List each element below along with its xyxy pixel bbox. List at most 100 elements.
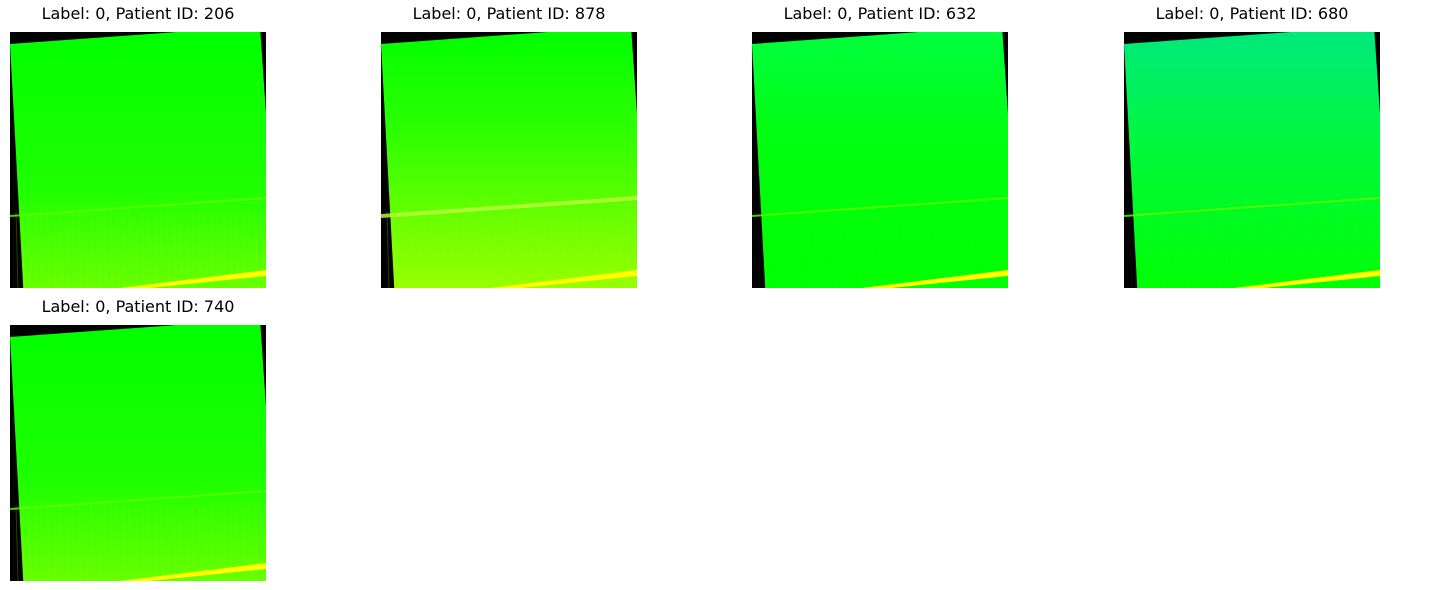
streak	[499, 211, 503, 288]
streak	[91, 504, 95, 581]
streak	[1173, 211, 1177, 288]
streak	[65, 504, 69, 581]
yellow-edge	[120, 270, 266, 288]
horizontal-band	[10, 197, 266, 217]
streak	[198, 211, 202, 288]
streak	[179, 211, 183, 288]
streak	[1167, 211, 1171, 288]
streak	[864, 211, 868, 288]
streak	[1274, 211, 1278, 288]
streak	[1211, 211, 1215, 288]
streak	[135, 211, 139, 288]
streak	[78, 504, 82, 581]
streak	[386, 211, 390, 288]
streak	[462, 211, 466, 288]
streak	[160, 504, 164, 581]
streak	[927, 211, 931, 288]
streak	[858, 211, 862, 288]
streak	[436, 211, 440, 288]
streak	[506, 211, 510, 288]
panel-title: Label: 0, Patient ID: 878	[412, 4, 606, 23]
spectrogram-svg	[10, 325, 266, 581]
horizontal-band	[1124, 197, 1380, 217]
streak	[1148, 211, 1152, 288]
streak	[47, 211, 50, 288]
streak	[21, 211, 25, 288]
streak	[814, 211, 818, 288]
streak	[1255, 211, 1259, 288]
streak	[556, 211, 560, 288]
streak	[392, 211, 396, 288]
streak	[575, 211, 579, 288]
panel-title: Label: 0, Patient ID: 680	[1155, 4, 1349, 23]
streak	[820, 211, 824, 288]
streak	[166, 504, 170, 581]
panel-title: Label: 0, Patient ID: 740	[41, 297, 235, 316]
streak	[525, 211, 529, 288]
horizontal-band	[381, 196, 637, 218]
streak	[141, 504, 145, 581]
spectrogram-image	[1124, 32, 1380, 288]
streak	[531, 211, 535, 288]
streak	[160, 211, 164, 288]
streak	[72, 504, 76, 581]
streak	[807, 211, 811, 288]
rotated-spectrogram	[1124, 32, 1380, 288]
streak	[147, 504, 151, 581]
streak	[78, 211, 82, 288]
streak	[204, 504, 208, 581]
streak	[1198, 211, 1202, 288]
streak	[1268, 211, 1272, 288]
streak	[154, 504, 158, 581]
streak	[28, 504, 32, 581]
streak	[588, 211, 592, 288]
streak	[1179, 211, 1183, 288]
streak	[141, 211, 145, 288]
streak	[443, 211, 447, 288]
streak	[1217, 211, 1221, 288]
streak	[933, 211, 937, 288]
streak	[72, 211, 76, 288]
streak	[826, 211, 830, 288]
streak	[1154, 211, 1158, 288]
spectrogram-svg	[1124, 32, 1380, 288]
streak	[757, 211, 761, 288]
streak	[1312, 211, 1316, 288]
streak	[122, 211, 126, 288]
streak	[21, 504, 25, 581]
streak	[84, 504, 88, 581]
streak	[47, 504, 50, 581]
streak	[770, 211, 774, 288]
panel-title: Label: 0, Patient ID: 206	[41, 4, 235, 23]
streak	[53, 211, 57, 288]
streak	[1205, 211, 1209, 288]
streak	[15, 504, 19, 581]
streak	[424, 211, 428, 288]
streak	[1287, 211, 1290, 288]
streak	[1242, 211, 1246, 288]
yellow-edge	[862, 270, 1008, 288]
streak	[103, 211, 107, 288]
streak	[449, 211, 453, 288]
streak	[915, 211, 918, 288]
streak	[154, 211, 158, 288]
streak	[418, 211, 421, 288]
streak	[34, 504, 38, 581]
streak	[537, 211, 541, 288]
streak	[1161, 211, 1164, 288]
streak	[97, 504, 101, 581]
streak	[1280, 211, 1284, 288]
horizontal-band	[752, 197, 1008, 217]
streak	[97, 211, 101, 288]
rotated-spectrogram	[10, 32, 266, 288]
panel-title: Label: 0, Patient ID: 632	[783, 4, 977, 23]
streak	[487, 211, 491, 288]
streak	[455, 211, 459, 288]
streak	[135, 504, 139, 581]
streak	[430, 211, 434, 288]
streak	[801, 211, 805, 288]
rotated-spectrogram	[381, 32, 637, 288]
streak	[896, 211, 900, 288]
streak	[763, 211, 767, 288]
streak	[1192, 211, 1196, 288]
